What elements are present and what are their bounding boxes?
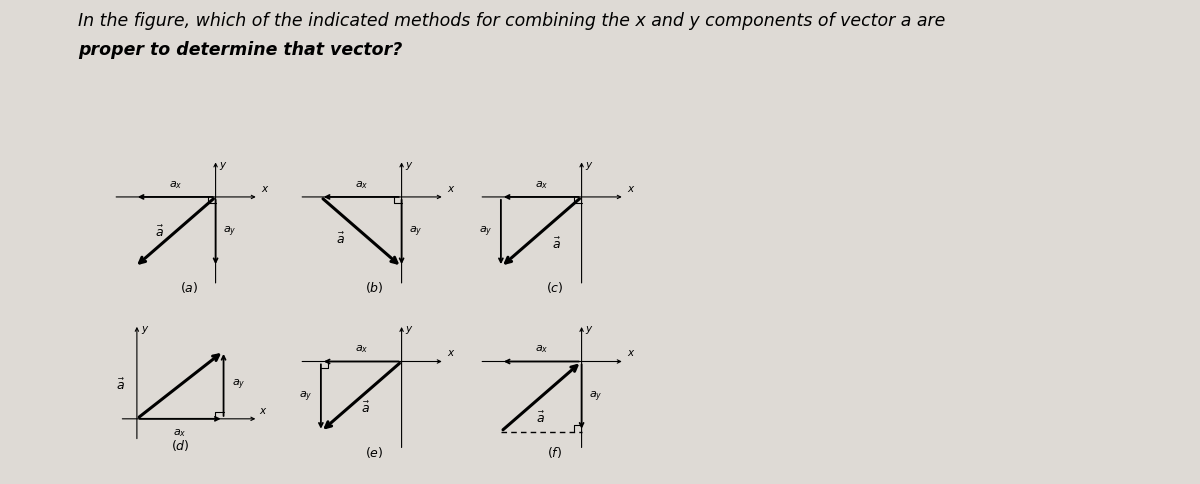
Text: $a_y$: $a_y$ [222,225,236,239]
Text: $\vec{a}$: $\vec{a}$ [116,378,125,393]
Text: $a_y$: $a_y$ [299,389,313,404]
Text: $a_x$: $a_x$ [534,344,548,355]
Text: x: x [448,183,454,194]
Text: $\vec{a}$: $\vec{a}$ [336,232,346,247]
Text: y: y [406,324,412,334]
Text: $\vec{a}$: $\vec{a}$ [361,401,371,417]
Text: $a_x$: $a_x$ [534,179,548,191]
Text: $a_y$: $a_y$ [408,225,422,239]
Text: $(a)$: $(a)$ [180,280,198,295]
Text: $a_y$: $a_y$ [233,378,246,392]
Text: $a_x$: $a_x$ [174,427,187,439]
Text: $a_x$: $a_x$ [354,179,368,191]
Text: y: y [586,324,592,334]
Text: $(b)$: $(b)$ [365,280,384,295]
Text: $(e)$: $(e)$ [366,445,384,460]
Text: $(d)$: $(d)$ [170,438,190,453]
Text: x: x [628,348,634,358]
Text: $(f)$: $(f)$ [547,445,563,460]
Text: y: y [406,160,412,169]
Text: x: x [448,348,454,358]
Text: $\vec{a}$: $\vec{a}$ [552,237,562,252]
Text: $a_x$: $a_x$ [354,344,368,355]
Text: In the figure, which of the indicated methods for combining the x and y componen: In the figure, which of the indicated me… [78,12,946,30]
Text: y: y [220,160,226,169]
Text: $a_x$: $a_x$ [168,179,182,191]
Text: proper to determine that vector?: proper to determine that vector? [78,41,402,59]
Text: y: y [140,324,148,334]
Text: y: y [586,160,592,169]
Text: x: x [262,183,268,194]
Text: $a_y$: $a_y$ [588,389,602,404]
Text: $\vec{a}$: $\vec{a}$ [536,410,545,426]
Text: x: x [259,406,265,416]
Text: $a_y$: $a_y$ [479,225,493,239]
Text: $\vec{a}$: $\vec{a}$ [155,225,164,240]
Text: $(c)$: $(c)$ [546,280,564,295]
Text: x: x [628,183,634,194]
